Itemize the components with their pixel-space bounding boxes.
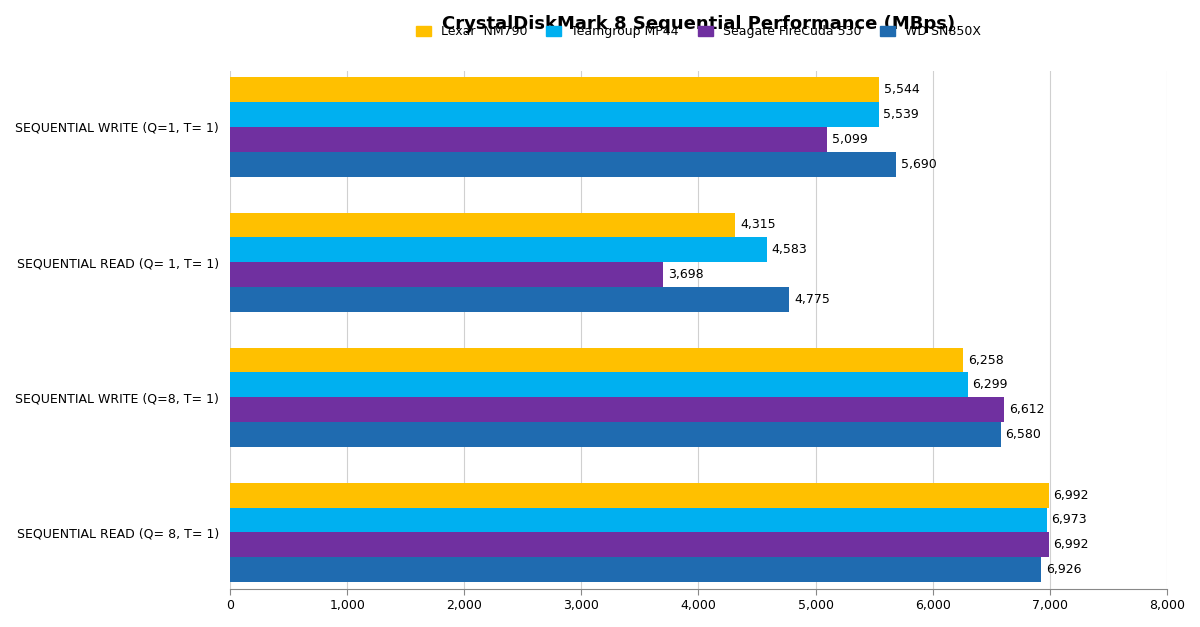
Bar <box>230 102 878 127</box>
Text: 5,099: 5,099 <box>832 133 868 146</box>
Bar <box>230 287 790 312</box>
Bar <box>230 152 896 177</box>
Text: 6,973: 6,973 <box>1051 514 1087 527</box>
Text: 5,539: 5,539 <box>883 108 919 121</box>
Bar <box>230 507 1046 532</box>
Text: 3,698: 3,698 <box>668 268 703 281</box>
Title: CrystalDiskMark 8 Sequential Performance (MBps): CrystalDiskMark 8 Sequential Performance… <box>442 15 955 33</box>
Bar <box>230 347 962 372</box>
Text: 4,315: 4,315 <box>740 218 775 231</box>
Bar <box>230 397 1004 422</box>
Text: 4,583: 4,583 <box>772 243 808 256</box>
Text: 6,992: 6,992 <box>1054 538 1090 551</box>
Text: 6,926: 6,926 <box>1046 563 1081 576</box>
Bar <box>230 213 736 237</box>
Bar <box>230 532 1049 557</box>
Text: 6,299: 6,299 <box>972 378 1008 391</box>
Bar <box>230 422 1001 446</box>
Bar <box>230 237 767 262</box>
Text: 6,992: 6,992 <box>1054 488 1090 502</box>
Text: 6,580: 6,580 <box>1006 428 1042 441</box>
Bar <box>230 483 1049 507</box>
Bar <box>230 77 880 102</box>
Legend: Lexar  NM790, Teamgroup MP44, Seagate FireCuda 530, WD SN850X: Lexar NM790, Teamgroup MP44, Seagate Fir… <box>416 25 980 38</box>
Bar <box>230 127 827 152</box>
Bar <box>230 372 967 397</box>
Text: 6,258: 6,258 <box>967 354 1003 367</box>
Text: 5,690: 5,690 <box>901 157 937 171</box>
Text: 5,544: 5,544 <box>884 83 919 97</box>
Bar <box>230 557 1042 582</box>
Text: 6,612: 6,612 <box>1009 403 1045 416</box>
Text: 4,775: 4,775 <box>794 293 830 306</box>
Bar <box>230 262 664 287</box>
